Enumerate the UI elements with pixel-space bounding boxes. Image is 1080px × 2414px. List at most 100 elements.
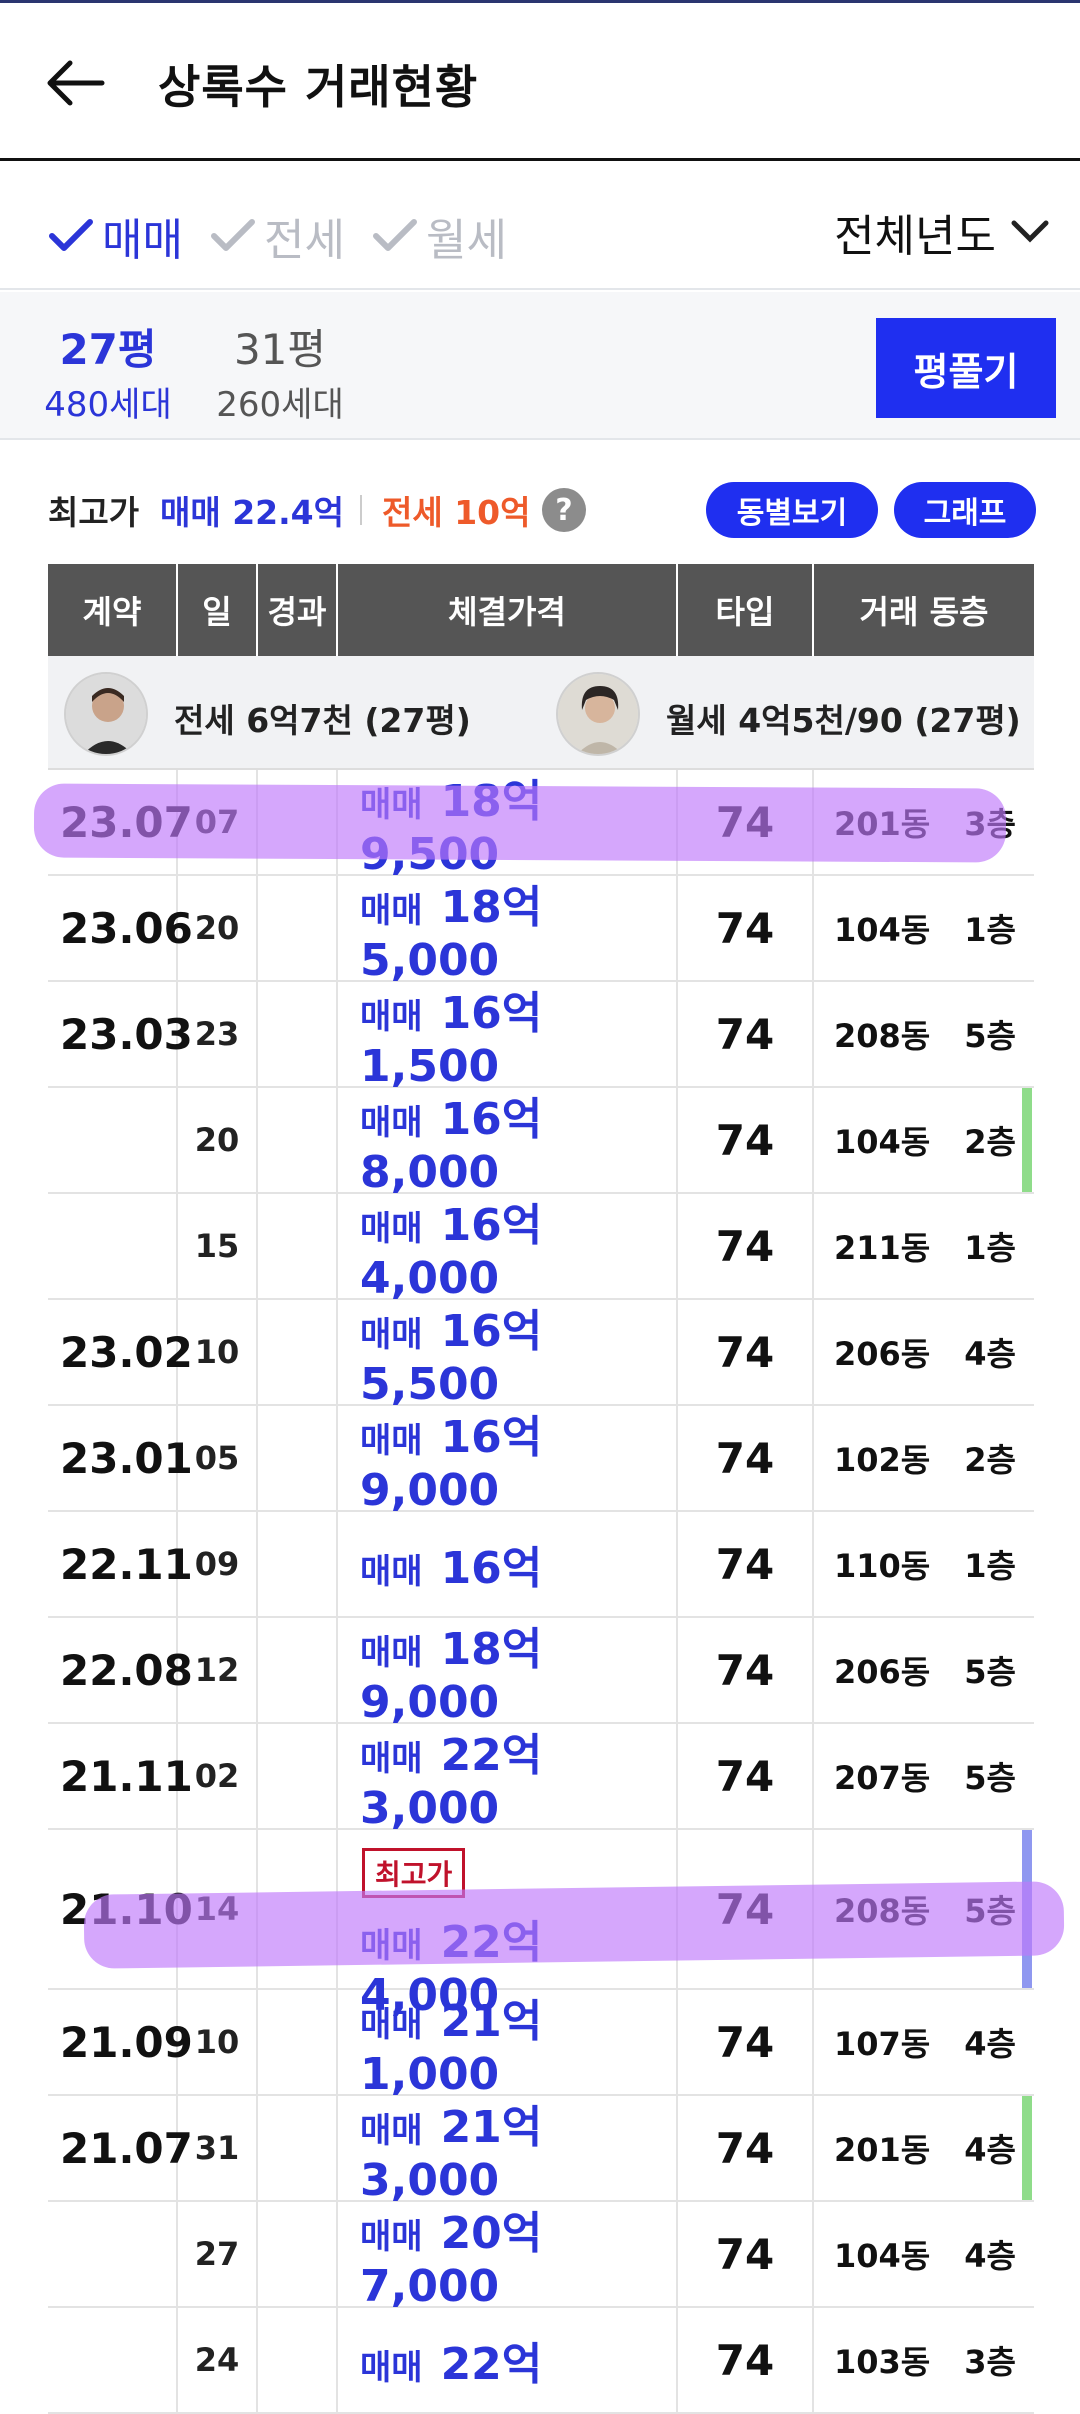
table-row[interactable]: 23.03 23 매매 16억 1,500 74 208동 5층 xyxy=(48,982,1034,1092)
dong-floor-cell: 208동 5층 xyxy=(814,982,1034,1086)
building-dong: 104동 xyxy=(834,2237,931,2275)
table-row[interactable]: 23.06 20 매매 18억 5,000 74 104동 1층 xyxy=(48,876,1034,986)
dong-floor-cell: 107동 4층 xyxy=(814,1990,1034,2094)
unit-type: 74 xyxy=(678,1724,814,1828)
contract-day: 20 xyxy=(178,1088,258,1192)
price-wrap: 매매 20억 7,000 xyxy=(360,2197,676,2312)
floor: 1층 xyxy=(964,1547,1016,1585)
deal-price: 16억 1,500 xyxy=(360,987,543,1092)
table-row[interactable]: 23.07 07 매매 18억 9,500 74 201동 3층 xyxy=(48,770,1034,880)
building-dong: 206동 xyxy=(834,1335,931,1373)
table-row[interactable]: 21.11 02 매매 22억 3,000 74 207동 5층 xyxy=(48,1724,1034,1834)
chevron-down-icon xyxy=(1011,220,1049,243)
deal-price: 16억 xyxy=(440,1543,543,1594)
avatar[interactable] xyxy=(64,672,148,756)
dong-floor-cell: 206동 5층 xyxy=(814,1618,1034,1722)
top-accent-line xyxy=(0,0,1080,3)
building-dong: 208동 xyxy=(834,1017,931,1055)
deal-price: 21억 1,000 xyxy=(360,1995,543,2100)
elapsed-cell xyxy=(258,1512,338,1616)
building-dong: 201동 xyxy=(834,2131,931,2169)
size-tab-27[interactable]: 27평 480세대 xyxy=(44,325,172,425)
contract-month xyxy=(48,1194,178,1298)
table-row[interactable]: 21.10 14 최고가 매매 22억 4,000 74 208동 5층 xyxy=(48,1830,1034,2021)
contract-month: 22.11 xyxy=(48,1512,193,1616)
col-price: 체결가격 xyxy=(338,564,678,656)
price-wrap: 매매 16억 4,000 xyxy=(360,1189,676,1304)
contract-day: 10 xyxy=(178,1990,258,2094)
avatar[interactable] xyxy=(556,672,640,756)
deal-price: 16억 9,000 xyxy=(360,1411,543,1516)
dong-floor-cell: 103동 3층 xyxy=(814,2308,1034,2412)
floor: 5층 xyxy=(964,1892,1016,1930)
price-wrap: 매매 18억 9,500 xyxy=(360,765,676,880)
contract-day: 05 xyxy=(178,1406,258,1510)
table-row[interactable]: 27 매매 20억 7,000 74 104동 4층 xyxy=(48,2202,1034,2312)
contract-day: 24 xyxy=(178,2308,258,2412)
elapsed-cell xyxy=(258,2096,338,2200)
table-row[interactable]: 22.11 09 매매 16억 74 110동 1층 xyxy=(48,1512,1034,1618)
graph-button[interactable]: 그래프 xyxy=(894,482,1036,538)
check-icon xyxy=(211,219,255,251)
table-row[interactable]: 21.09 10 매매 21억 1,000 74 107동 4층 xyxy=(48,1990,1034,2100)
expand-sizes-button[interactable]: 평풀기 xyxy=(876,318,1056,418)
deal-type-monthly-checkbox[interactable]: 월세 xyxy=(372,204,507,268)
table-row[interactable]: 20 매매 16억 8,000 74 104동 2층 xyxy=(48,1088,1034,1198)
price-cell: 매매 16억 4,000 xyxy=(338,1194,678,1304)
floor: 1층 xyxy=(964,1229,1016,1267)
unit-type: 74 xyxy=(678,1618,814,1722)
elapsed-cell xyxy=(258,1990,338,2094)
price-wrap: 매매 16억 8,000 xyxy=(360,1083,676,1198)
elapsed-cell xyxy=(258,1088,338,1192)
table-row[interactable]: 24 매매 22억 74 103동 3층 xyxy=(48,2308,1034,2414)
deal-kind: 매매 xyxy=(360,2004,423,2045)
floor: 4층 xyxy=(964,2237,1016,2275)
size-tab-31[interactable]: 31평 260세대 xyxy=(216,325,344,425)
floor: 4층 xyxy=(964,2131,1016,2169)
building-dong: 107동 xyxy=(834,2025,931,2063)
price-cell: 매매 22억 3,000 xyxy=(338,1724,678,1834)
dong-floor-cell: 104동 2층 xyxy=(814,1088,1034,1192)
table-row[interactable]: 23.02 10 매매 16억 5,500 74 206동 4층 xyxy=(48,1300,1034,1410)
view-by-building-button[interactable]: 동별보기 xyxy=(706,482,878,538)
unit-type: 74 xyxy=(678,876,814,980)
check-icon xyxy=(49,219,93,251)
table-header: 계약 일 경과 체결가격 타입 거래 동층 xyxy=(48,564,1034,656)
price-wrap: 매매 16억 xyxy=(360,1532,542,1596)
contract-day: 20 xyxy=(178,876,258,980)
contract-month xyxy=(48,2308,178,2412)
building-dong: 206동 xyxy=(834,1653,931,1691)
filter-bar: 매매 전세 월세 전체년도 xyxy=(0,164,1080,290)
building-dong: 110동 xyxy=(834,1547,931,1585)
elapsed-cell xyxy=(258,1300,338,1404)
unit-type: 74 xyxy=(678,1512,814,1616)
size-selector: 27평 480세대 31평 260세대 평풀기 xyxy=(0,292,1080,440)
row-marker xyxy=(1022,1088,1032,1192)
deal-kind: 매매 xyxy=(360,1420,423,1461)
building-dong: 104동 xyxy=(834,1123,931,1161)
deal-price: 22억 xyxy=(440,2339,543,2390)
question-icon[interactable]: ? xyxy=(542,488,586,532)
price-cell: 매매 22억 xyxy=(338,2308,678,2412)
elapsed-cell xyxy=(258,770,338,874)
deal-price: 18억 5,000 xyxy=(360,881,543,986)
page-title: 상록수 거래현황 xyxy=(158,60,479,114)
table-row[interactable]: 21.07 31 매매 21억 3,000 74 201동 4층 xyxy=(48,2096,1034,2206)
unit-type: 74 xyxy=(678,1088,814,1192)
price-cell: 매매 16억 1,500 xyxy=(338,982,678,1092)
table-row[interactable]: 22.08 12 매매 18억 9,000 74 206동 5층 xyxy=(48,1618,1034,1728)
floor: 5층 xyxy=(964,1759,1016,1797)
year-select[interactable]: 전체년도 xyxy=(834,200,1050,264)
divider xyxy=(360,495,362,525)
arrow-left-icon[interactable] xyxy=(44,53,108,113)
col-day: 일 xyxy=(178,564,258,656)
deal-price: 16억 4,000 xyxy=(360,1199,543,1304)
table-row[interactable]: 23.01 05 매매 16억 9,000 74 102동 2층 xyxy=(48,1406,1034,1516)
contract-month xyxy=(48,2202,178,2306)
table-row[interactable]: 15 매매 16억 4,000 74 211동 1층 xyxy=(48,1194,1034,1304)
contract-day: 10 xyxy=(178,1300,258,1404)
elapsed-cell xyxy=(258,1830,338,1988)
deal-type-sale-checkbox[interactable]: 매매 xyxy=(48,204,183,268)
deal-type-jeonse-checkbox[interactable]: 전세 xyxy=(210,204,345,268)
contract-month: 23.06 xyxy=(48,876,193,980)
